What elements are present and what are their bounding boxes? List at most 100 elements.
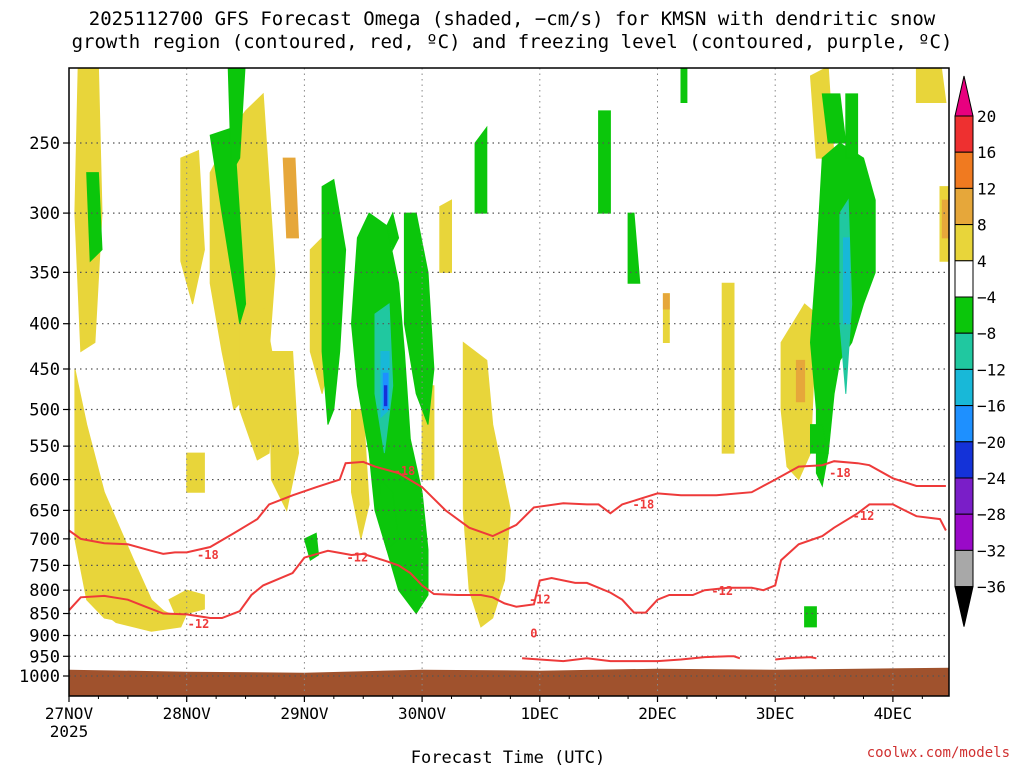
colorbar-label-3: 8 (977, 216, 987, 235)
contour-minus18 (69, 460, 946, 555)
omega-patch-48 (383, 385, 388, 407)
omega-patch-21 (795, 359, 806, 403)
colorbar-label-5: −4 (977, 288, 996, 307)
y-axis-ticks: 2503003504004505005506006507007508008509… (19, 134, 69, 687)
y-tick-label-7: 600 (29, 471, 60, 491)
colorbar-label-12: −32 (977, 541, 1006, 560)
omega-patch-34 (474, 125, 488, 214)
colorbar-bin-10 (954, 477, 974, 515)
x-tick-label-4: 1DEC (521, 704, 560, 723)
x-tick-label-2: 29NOV (280, 704, 329, 723)
grid-lines (69, 68, 949, 696)
colorbar-label-1: 16 (977, 143, 996, 162)
colorbar-label-7: −12 (977, 360, 1006, 379)
contour-label-freezing_label: 0 (530, 626, 537, 640)
omega-patch-42 (804, 606, 817, 628)
colorbar-bin-9 (954, 441, 974, 479)
x-tick-label-5: 2DEC (638, 704, 677, 723)
omega-patch-35 (598, 110, 611, 214)
y-tick-label-12: 850 (29, 605, 60, 625)
x-tick-label-0: 27NOV (45, 704, 94, 723)
x-tick-label-6: 3DEC (756, 704, 795, 723)
colorbar-bin-11 (954, 513, 974, 551)
y-tick-label-14: 950 (29, 647, 60, 667)
omega-patch-33 (303, 532, 320, 561)
omega-patch-31 (386, 211, 400, 252)
x-axis-label: Forecast Time (UTC) (411, 748, 605, 768)
omega-patch-13 (721, 282, 735, 454)
title-line-1: 2025112700 GFS Forecast Omega (shaded, −… (88, 8, 936, 30)
y-tick-label-6: 550 (29, 437, 60, 457)
colorbar-label-8: −16 (977, 397, 1006, 416)
colorbar-label-6: −8 (977, 324, 996, 343)
omega-shading (69, 0, 949, 696)
plot-frame (68, 67, 950, 697)
colorbar-bin-3 (954, 224, 974, 262)
x-tick-label-7: 4DEC (874, 704, 913, 723)
y-tick-label-4: 450 (29, 360, 60, 380)
x-tick-label-1: 28NOV (163, 704, 212, 723)
contour-zero (522, 655, 741, 663)
contour-label-dgz_bottom_mid: -12 (347, 551, 369, 565)
omega-patch-12 (439, 199, 452, 273)
colorbar-bin-8 (954, 405, 974, 443)
ground-terrain (69, 667, 949, 696)
colorbar-label-9: −20 (977, 433, 1006, 452)
colorbar-bin-4 (954, 260, 974, 298)
y-tick-label-8: 650 (29, 501, 60, 521)
omega-patch-46 (843, 237, 850, 325)
y-tick-label-1: 300 (29, 204, 60, 224)
omega-patch-22 (941, 199, 949, 239)
omega-patch-9 (462, 341, 511, 628)
omega-patch-28 (321, 178, 347, 425)
y-tick-label-3: 400 (29, 315, 60, 335)
x-tick-label-3: 30NOV (398, 704, 447, 723)
omega-patch-23 (662, 293, 670, 310)
contour-zero-b (775, 656, 817, 661)
contour-label-dgz_bottom_right1: -12 (711, 584, 733, 598)
y-tick-label-15: 1000 (19, 667, 60, 687)
colorbar-label-10: −24 (977, 469, 1006, 488)
omega-patch-17 (915, 68, 947, 103)
omega-patch-1 (74, 368, 170, 628)
colorbar-bin-1 (954, 151, 974, 189)
colorbar-label-11: −28 (977, 505, 1006, 524)
contour-label-dgz_top_left: -18 (197, 548, 219, 562)
colorbar-label-0: 20 (977, 107, 996, 126)
omega-patch-20 (282, 157, 300, 239)
colorbar-bottom-triangle (954, 586, 974, 627)
contour-label-dgz_bottom_right2: -12 (853, 509, 875, 523)
colorbar-top-triangle (954, 75, 974, 117)
y-tick-label-0: 250 (29, 134, 60, 154)
contour-label-dgz_top_mid: -18 (394, 464, 416, 478)
omega-patch-27 (181, 0, 210, 57)
colorbar-bin-7 (954, 368, 974, 407)
colorbar-bin-6 (954, 332, 974, 370)
x-tick-sublabel-0: 2025 (50, 722, 89, 741)
y-tick-label-11: 800 (29, 581, 60, 601)
colorbar-bin-0 (954, 115, 974, 153)
omega-patch-36 (627, 212, 641, 284)
colorbar-bin-5 (954, 296, 974, 334)
y-tick-label-10: 750 (29, 556, 60, 576)
contour-minus12 (69, 503, 947, 619)
omega-patch-26 (86, 172, 103, 263)
contour-label-dgz_bottom_left: -12 (188, 617, 210, 631)
colorbar: 20 16 12 8 4 −4 −8 −12 −16 −20 −24 −28 −32 −36 (954, 75, 1006, 627)
omega-patch-37 (680, 68, 688, 103)
omega-patch-40 (845, 93, 859, 159)
omega-patch-30 (403, 212, 435, 425)
omega-patch-3 (180, 149, 205, 305)
colorbar-label-13: −36 (977, 578, 1006, 597)
colorbar-bin-2 (954, 187, 974, 226)
y-tick-label-2: 350 (29, 263, 60, 283)
contours: -18 -18 -18 -18 -12 -12 -12 -12 -12 0 (69, 460, 947, 663)
colorbar-label-4: 4 (977, 252, 987, 271)
source-credit: coolwx.com/models (866, 745, 1010, 761)
y-tick-label-13: 900 (29, 626, 60, 646)
y-tick-label-9: 700 (29, 530, 60, 550)
title-line-2: growth region (contoured, red, ºC) and f… (71, 31, 953, 53)
y-tick-label-5: 500 (29, 401, 60, 421)
